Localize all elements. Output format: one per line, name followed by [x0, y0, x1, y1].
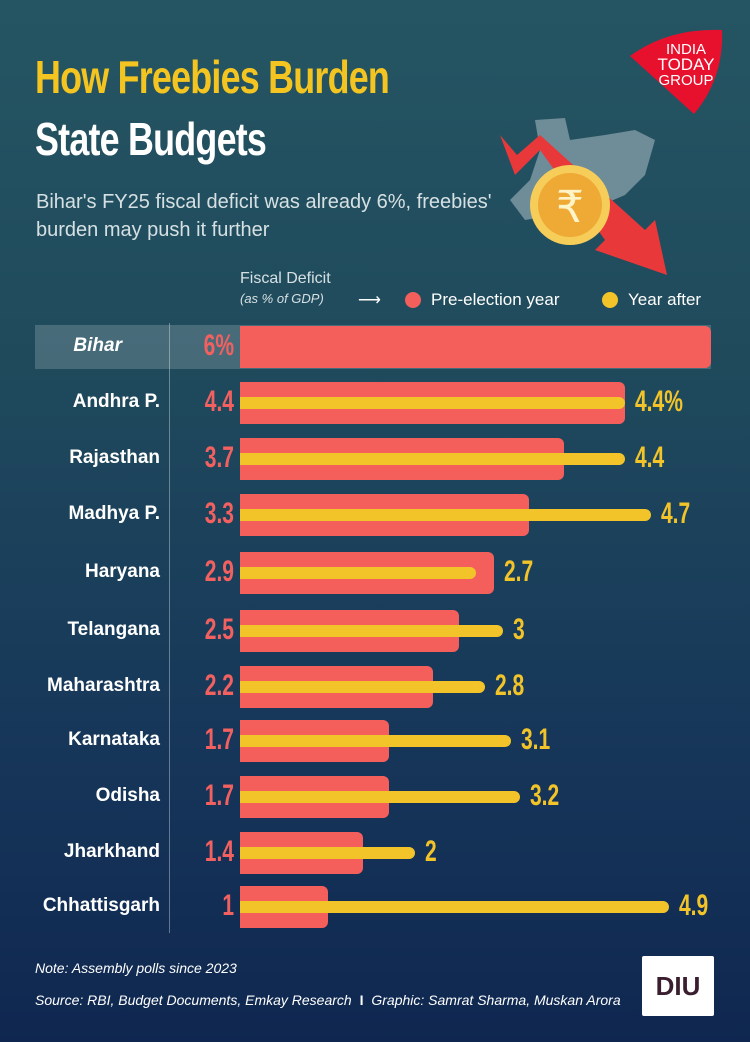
value-label-pre: 1.4	[204, 835, 234, 868]
bar-pre-election	[240, 326, 711, 368]
legend-year-after: Year after	[602, 290, 701, 310]
value-label-after: 3	[512, 613, 525, 646]
value-label-pre: 2.5	[204, 613, 234, 646]
arrow-right-icon: ⟶	[358, 292, 381, 309]
subtitle: Bihar's FY25 fiscal deficit was already …	[36, 191, 492, 241]
note: Note: Assembly polls since 2023	[35, 960, 237, 976]
bar-year-after	[240, 901, 669, 913]
svg-text:₹: ₹	[556, 182, 584, 233]
svg-text:INDIA: INDIA	[666, 41, 706, 58]
value-label-pre: 1	[222, 889, 234, 922]
value-label-pre: 3.3	[204, 497, 234, 530]
category-label: Maharashtra	[47, 675, 160, 696]
value-label-after: 3.1	[521, 723, 551, 756]
bar-year-after	[240, 567, 477, 579]
source-line: Source: RBI, Budget Documents, Emkay Res…	[35, 992, 621, 1008]
measure-unit: (as % of GDP)	[240, 291, 324, 306]
legend-swatch	[602, 292, 618, 308]
chart-row: Andhra P. 4.4 4.4%	[0, 381, 750, 425]
value-label-after: 4.9	[678, 889, 708, 922]
category-label: Rajasthan	[69, 447, 160, 468]
value-label-after: 2.8	[495, 669, 525, 702]
category-label: Chhattisgarh	[42, 895, 160, 916]
bar-year-after	[240, 791, 520, 803]
chart-row: Chhattisgarh 1 4.9	[0, 885, 750, 929]
title-line-1: How Freebies Burden	[35, 51, 390, 103]
category-label: Odisha	[95, 785, 160, 806]
bar-year-after	[240, 509, 652, 521]
india-today-logo: INDIA TODAY GROUP	[630, 29, 723, 114]
title-line-2: State Budgets	[35, 113, 267, 165]
chart-row: Jharkhand 1.4 2	[0, 831, 750, 875]
value-label-pre: 2.9	[204, 555, 234, 588]
value-label-after: 2.7	[503, 555, 533, 588]
legend-pre-election: Pre-election year	[405, 290, 560, 310]
chart-row: Odisha 1.7 3.2	[0, 775, 750, 819]
value-label-pre: 6%	[203, 329, 234, 362]
value-label-after: 4.4%	[635, 385, 683, 418]
value-label-pre: 2.2	[204, 669, 234, 702]
diu-logo: DIU	[642, 956, 714, 1016]
value-label-after: 4.7	[661, 497, 691, 530]
category-label: Jharkhand	[63, 841, 160, 862]
credit: Graphic: Samrat Sharma, Muskan Arora	[371, 992, 621, 1008]
value-label-pre: 4.4	[204, 385, 234, 418]
separator: I	[359, 992, 364, 1008]
bihar-map-rupee-decline-illustration: ₹	[500, 118, 667, 275]
bar-year-after	[240, 397, 625, 409]
value-label-after: 2	[425, 835, 437, 868]
category-label: Karnataka	[68, 729, 160, 750]
category-label: Bihar	[73, 335, 122, 356]
value-label-pre: 3.7	[204, 441, 234, 474]
chart-row: Haryana 2.9 2.7	[0, 551, 750, 595]
value-label-after: 4.4	[635, 441, 665, 474]
svg-text:GROUP: GROUP	[658, 72, 713, 89]
category-label: Andhra P.	[72, 391, 160, 412]
chart-row: Rajasthan 3.7 4.4	[0, 437, 750, 481]
chart-row: Maharashtra 2.2 2.8	[0, 665, 750, 709]
measure-title: Fiscal Deficit	[240, 270, 331, 287]
legend-label: Year after	[628, 290, 702, 309]
chart-row: Karnataka 1.7 3.1	[0, 719, 750, 763]
value-label-pre: 1.7	[204, 779, 234, 812]
diu-text: DIU	[655, 970, 701, 1001]
bar-year-after	[240, 681, 485, 693]
category-label: Telangana	[67, 619, 160, 640]
bar-year-after	[240, 735, 512, 747]
legend-swatch	[405, 292, 421, 308]
bar-year-after	[240, 847, 415, 859]
chart-row: Bihar 6%	[0, 325, 750, 369]
svg-text:TODAY: TODAY	[658, 55, 715, 74]
category-label: Haryana	[85, 561, 160, 582]
legend-label: Pre-election year	[431, 290, 560, 309]
bar-year-after	[240, 625, 503, 637]
divider	[169, 323, 170, 933]
chart-row: Madhya P. 3.3 4.7	[0, 493, 750, 537]
chart-row: Telangana 2.5 3	[0, 609, 750, 653]
source: Source: RBI, Budget Documents, Emkay Res…	[35, 992, 352, 1008]
bar-year-after	[240, 453, 625, 465]
value-label-after: 3.2	[530, 779, 560, 812]
value-label-pre: 1.7	[204, 723, 234, 756]
measure-label: Fiscal Deficit (as % of GDP)	[240, 270, 331, 306]
category-label: Madhya P.	[68, 503, 160, 524]
